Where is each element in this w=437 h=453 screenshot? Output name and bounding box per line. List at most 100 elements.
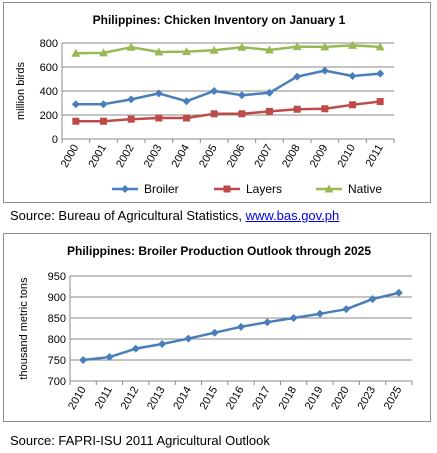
x-tick-label: 2007 [252, 143, 275, 170]
data-point-1 [238, 110, 246, 118]
x-tick-label: 2000 [59, 143, 82, 170]
x-tick-label: 2016 [224, 385, 247, 412]
data-point-1 [210, 110, 218, 118]
y-tick-label: 600 [40, 62, 58, 74]
data-point-1 [155, 114, 163, 122]
y-axis-title: thousand metric tons [18, 277, 30, 380]
x-tick-label: 2003 [142, 143, 165, 170]
data-point-1 [293, 105, 301, 113]
data-point-2 [154, 47, 164, 56]
data-point-0 [71, 100, 80, 109]
y-tick-label: 950 [48, 271, 66, 283]
data-point-2 [348, 40, 357, 49]
y-tick-label: 0 [52, 134, 58, 146]
data-point-0 [158, 340, 167, 349]
y-tick-label: 900 [48, 292, 66, 304]
source-note-2: Source: FAPRI-ISU 2011 Agricultural Outl… [10, 433, 270, 448]
source-note-1: Source: Bureau of Agricultural Statistic… [10, 208, 339, 223]
data-point-1 [72, 117, 80, 125]
data-point-0 [127, 95, 136, 104]
x-tick-label: 2015 [198, 385, 221, 412]
data-point-0 [131, 344, 140, 353]
data-point-2 [375, 42, 385, 51]
data-point-0 [79, 356, 88, 364]
chart-title: Philippines: Broiler Production Outlook … [67, 244, 371, 258]
data-point-0 [210, 328, 219, 337]
data-point-0 [293, 72, 302, 81]
data-point-1 [127, 115, 135, 123]
y-axis-title: million birds [15, 61, 27, 120]
x-tick-label: 2005 [197, 143, 220, 170]
data-point-2 [209, 45, 219, 54]
data-point-0 [348, 72, 357, 80]
x-tick-label: 2006 [225, 142, 248, 169]
y-tick-label: 400 [40, 86, 58, 98]
data-point-0 [182, 97, 191, 106]
chicken-inventory-chart: Philippines: Chicken Inventory on Januar… [3, 2, 431, 203]
data-point-1 [321, 105, 329, 113]
source-1-link[interactable]: www.bas.gov.ph [245, 208, 340, 223]
y-tick-label: 800 [48, 334, 66, 346]
x-tick-label: 2010 [66, 385, 89, 412]
x-tick-label: 2001 [86, 143, 109, 170]
data-point-0 [237, 91, 246, 100]
data-point-2 [292, 42, 302, 51]
data-point-0 [99, 100, 108, 109]
data-point-0 [265, 88, 274, 97]
x-tick-label: 2002 [114, 143, 137, 170]
y-tick-label: 800 [40, 38, 58, 50]
data-point-1 [183, 114, 190, 122]
chicken-inventory-svg: Philippines: Chicken Inventory on Januar… [15, 13, 395, 196]
source-1-text: Source: Bureau of Agricultural Statistic… [10, 208, 246, 223]
x-tick-label: 2014 [171, 385, 194, 412]
x-tick-label: 2013 [145, 385, 168, 412]
data-point-0 [289, 314, 298, 322]
data-point-2 [126, 42, 136, 51]
x-tick-label: 2020 [329, 385, 352, 412]
data-point-0 [184, 334, 193, 343]
data-point-1 [349, 101, 356, 109]
data-point-1 [376, 98, 384, 106]
x-tick-label: 2008 [280, 143, 303, 170]
data-point-1 [266, 107, 273, 115]
x-tick-label: 2017 [250, 385, 273, 412]
data-point-2 [99, 48, 108, 57]
data-point-2 [237, 42, 247, 51]
x-tick-label: 2011 [93, 385, 115, 411]
x-tick-label: 2011 [364, 143, 386, 169]
data-point-0 [320, 66, 329, 75]
legend-label-2: Native [348, 182, 382, 196]
legend-label-1: Layers [246, 182, 282, 196]
data-point-2 [182, 47, 191, 56]
data-point-0 [315, 309, 324, 318]
series-line-2 [75, 44, 381, 55]
data-point-0 [105, 353, 114, 362]
legend-marker-1 [223, 185, 231, 193]
data-point-0 [376, 69, 385, 78]
x-tick-label: 2019 [303, 385, 326, 412]
data-point-0 [394, 288, 403, 297]
broiler-production-chart: Philippines: Broiler Production Outlook … [3, 233, 431, 422]
series-line-1 [75, 100, 381, 123]
data-point-0 [210, 87, 219, 95]
x-tick-label: 2023 [356, 385, 379, 412]
y-tick-label: 750 [48, 355, 66, 367]
x-tick-label: 2004 [169, 143, 192, 170]
data-point-2 [71, 48, 81, 57]
y-tick-label: 850 [48, 313, 66, 325]
broiler-production-svg: Philippines: Broiler Production Outlook … [18, 244, 413, 412]
data-point-1 [100, 117, 107, 125]
series-line-0 [75, 69, 381, 106]
legend-marker-2 [324, 184, 334, 193]
data-point-0 [368, 295, 377, 304]
y-tick-label: 200 [40, 110, 58, 122]
x-tick-label: 2018 [277, 385, 300, 412]
data-point-0 [263, 318, 272, 327]
data-point-0 [342, 305, 351, 314]
x-tick-label: 2009 [308, 143, 331, 170]
legend-label-0: Broiler [144, 182, 179, 196]
data-point-0 [154, 89, 163, 98]
data-point-2 [265, 45, 274, 54]
chart-title: Philippines: Chicken Inventory on Januar… [93, 13, 346, 27]
y-tick-label: 700 [48, 376, 66, 388]
